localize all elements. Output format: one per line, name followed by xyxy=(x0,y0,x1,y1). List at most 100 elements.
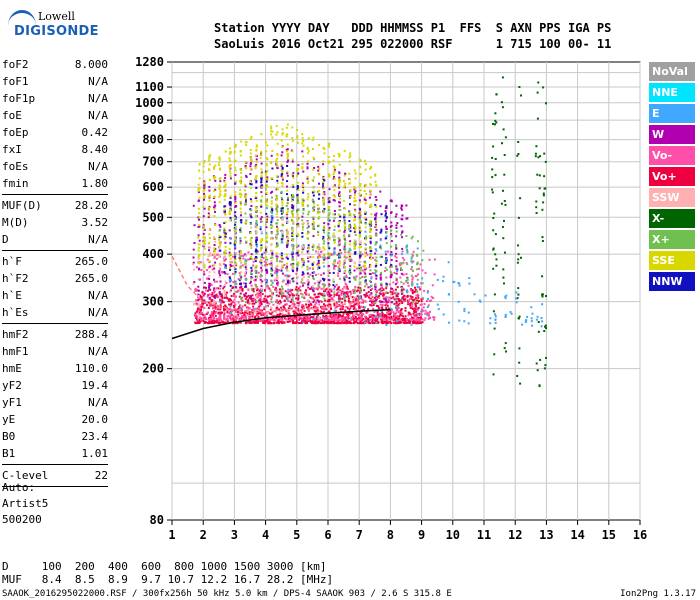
echo-point xyxy=(323,308,326,311)
echo-point xyxy=(229,159,232,162)
echo-point xyxy=(234,236,237,239)
echo-point xyxy=(316,318,319,321)
echo-point xyxy=(401,269,403,272)
echo-point xyxy=(390,232,393,235)
echo-point xyxy=(198,311,201,313)
echo-point xyxy=(396,222,399,224)
echo-point xyxy=(348,211,351,214)
echo-point xyxy=(296,312,298,315)
echo-point xyxy=(302,321,305,324)
echo-point xyxy=(297,201,300,204)
echo-point xyxy=(285,135,288,138)
echo-point xyxy=(271,136,274,139)
echo-point xyxy=(208,284,211,287)
echo-point xyxy=(504,297,507,300)
echo-point xyxy=(322,202,325,205)
echo-point xyxy=(292,221,295,224)
echo-point xyxy=(287,294,290,297)
echo-point xyxy=(281,146,284,148)
echo-point xyxy=(300,321,303,324)
echo-point xyxy=(208,209,211,211)
echo-point xyxy=(249,257,252,260)
echo-point xyxy=(344,242,347,245)
echo-point xyxy=(413,313,416,316)
x-tick-label: 15 xyxy=(602,528,616,542)
echo-point xyxy=(275,213,278,216)
echo-point xyxy=(210,315,213,318)
echo-point xyxy=(370,235,373,238)
y-tick-label: 200 xyxy=(142,362,164,376)
echo-point xyxy=(286,199,289,202)
echo-point xyxy=(261,186,264,189)
echo-point xyxy=(340,317,343,319)
x-tick-label: 7 xyxy=(356,528,363,542)
echo-point xyxy=(328,311,331,313)
echo-point xyxy=(453,280,456,283)
echo-point xyxy=(395,204,398,207)
echo-point xyxy=(370,250,373,253)
echo-point xyxy=(202,215,205,218)
echo-point xyxy=(503,347,506,350)
echo-point xyxy=(301,245,304,248)
echo-point xyxy=(324,299,327,302)
echo-point xyxy=(224,308,227,311)
echo-point xyxy=(259,249,262,252)
echo-point xyxy=(442,275,445,278)
echo-point xyxy=(234,191,237,194)
echo-point xyxy=(229,257,232,260)
echo-point xyxy=(347,313,350,316)
echo-point xyxy=(295,321,298,324)
echo-point xyxy=(213,208,216,211)
echo-point xyxy=(197,236,200,239)
echo-point xyxy=(332,232,335,235)
echo-point xyxy=(306,162,309,165)
x-tick-label: 9 xyxy=(418,528,425,542)
echo-point xyxy=(255,275,258,278)
echo-point xyxy=(205,312,208,315)
echo-point xyxy=(349,189,352,191)
echo-point xyxy=(312,227,315,230)
echo-point xyxy=(296,302,299,304)
echo-point xyxy=(328,321,331,324)
echo-point xyxy=(230,295,233,297)
echo-point xyxy=(385,318,388,321)
echo-point xyxy=(543,367,546,370)
echo-point xyxy=(317,321,320,323)
echo-point xyxy=(245,198,247,201)
echo-point xyxy=(344,266,347,269)
echo-point xyxy=(209,265,212,268)
echo-point xyxy=(197,187,200,190)
echo-point xyxy=(292,172,295,175)
echo-point xyxy=(291,239,294,242)
echo-point xyxy=(286,269,289,272)
echo-point xyxy=(375,274,378,277)
echo-point xyxy=(273,279,276,282)
echo-point xyxy=(337,274,340,277)
echo-point xyxy=(353,306,356,309)
echo-point xyxy=(349,249,352,252)
echo-point xyxy=(542,192,545,195)
echo-point xyxy=(306,268,309,271)
echo-point xyxy=(390,211,392,214)
echo-point xyxy=(200,269,203,271)
echo-point xyxy=(422,297,425,300)
param-label: fmin xyxy=(2,177,29,190)
echo-point xyxy=(235,252,238,254)
echo-point xyxy=(208,296,211,299)
echo-point xyxy=(285,241,288,244)
echo-point xyxy=(337,244,340,247)
echo-point xyxy=(492,229,495,232)
echo-point xyxy=(348,315,351,318)
echo-point xyxy=(294,288,297,291)
echo-point xyxy=(317,234,320,236)
echo-point xyxy=(306,299,309,302)
echo-point xyxy=(358,225,361,228)
echo-point xyxy=(359,189,362,192)
echo-point xyxy=(254,195,257,198)
echo-point xyxy=(317,189,320,192)
echo-point xyxy=(229,196,232,199)
echo-point xyxy=(359,173,362,175)
echo-point xyxy=(358,269,361,271)
echo-point xyxy=(270,227,273,230)
echo-point xyxy=(223,253,226,256)
